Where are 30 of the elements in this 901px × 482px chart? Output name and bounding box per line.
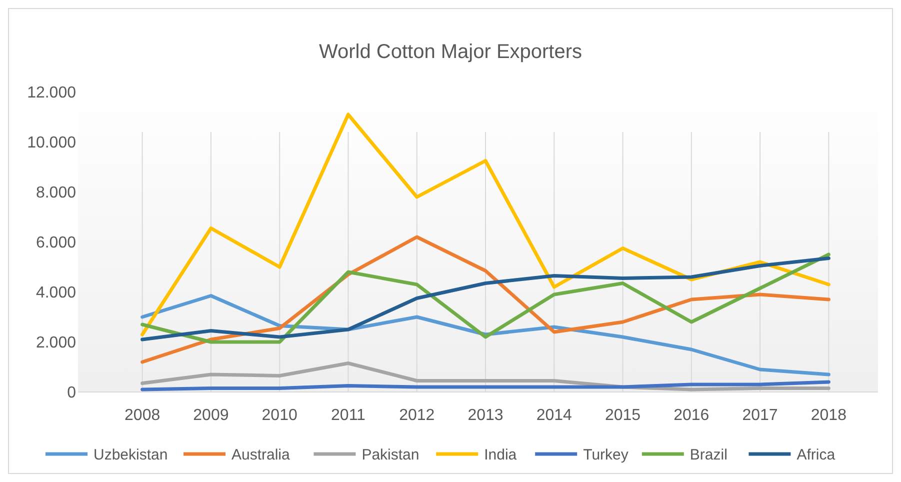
x-tick-label: 2012 [399,407,435,424]
x-tick-label: 2011 [331,407,366,424]
x-tick-label: 2016 [674,407,710,424]
x-tick-label: 2009 [193,407,229,424]
chart-title: World Cotton Major Exporters [318,41,582,63]
x-tick-label: 2018 [810,407,847,424]
x-tick-label: 2015 [604,407,641,424]
legend-label: Turkey [583,446,629,464]
legend-label: Uzbekistan [94,446,168,464]
legend-label: Brazil [690,446,728,464]
legend-label: India [484,446,518,464]
y-tick-label: 10.000 [27,134,76,152]
x-tick-label: 2014 [536,407,572,424]
x-tick-label: 2013 [468,407,504,424]
legend-label: Africa [796,446,836,464]
y-tick-label: 0 [67,384,76,402]
x-tick-label: 2017 [742,407,778,424]
line-series [140,112,830,336]
line-series [140,380,830,392]
x-tick-label: 2010 [262,407,298,424]
line-series [140,362,830,392]
y-tick-label: 4.000 [36,284,76,302]
y-tick-label: 2.000 [36,334,76,352]
line-series [140,294,830,376]
x-tick-label: 2008 [124,407,160,424]
y-tick-label: 6.000 [36,234,76,252]
legend-label: Pakistan [362,446,420,464]
y-tick-label: 12.000 [27,84,76,102]
y-tick-label: 8.000 [36,184,76,202]
legend-label: Australia [232,446,291,464]
